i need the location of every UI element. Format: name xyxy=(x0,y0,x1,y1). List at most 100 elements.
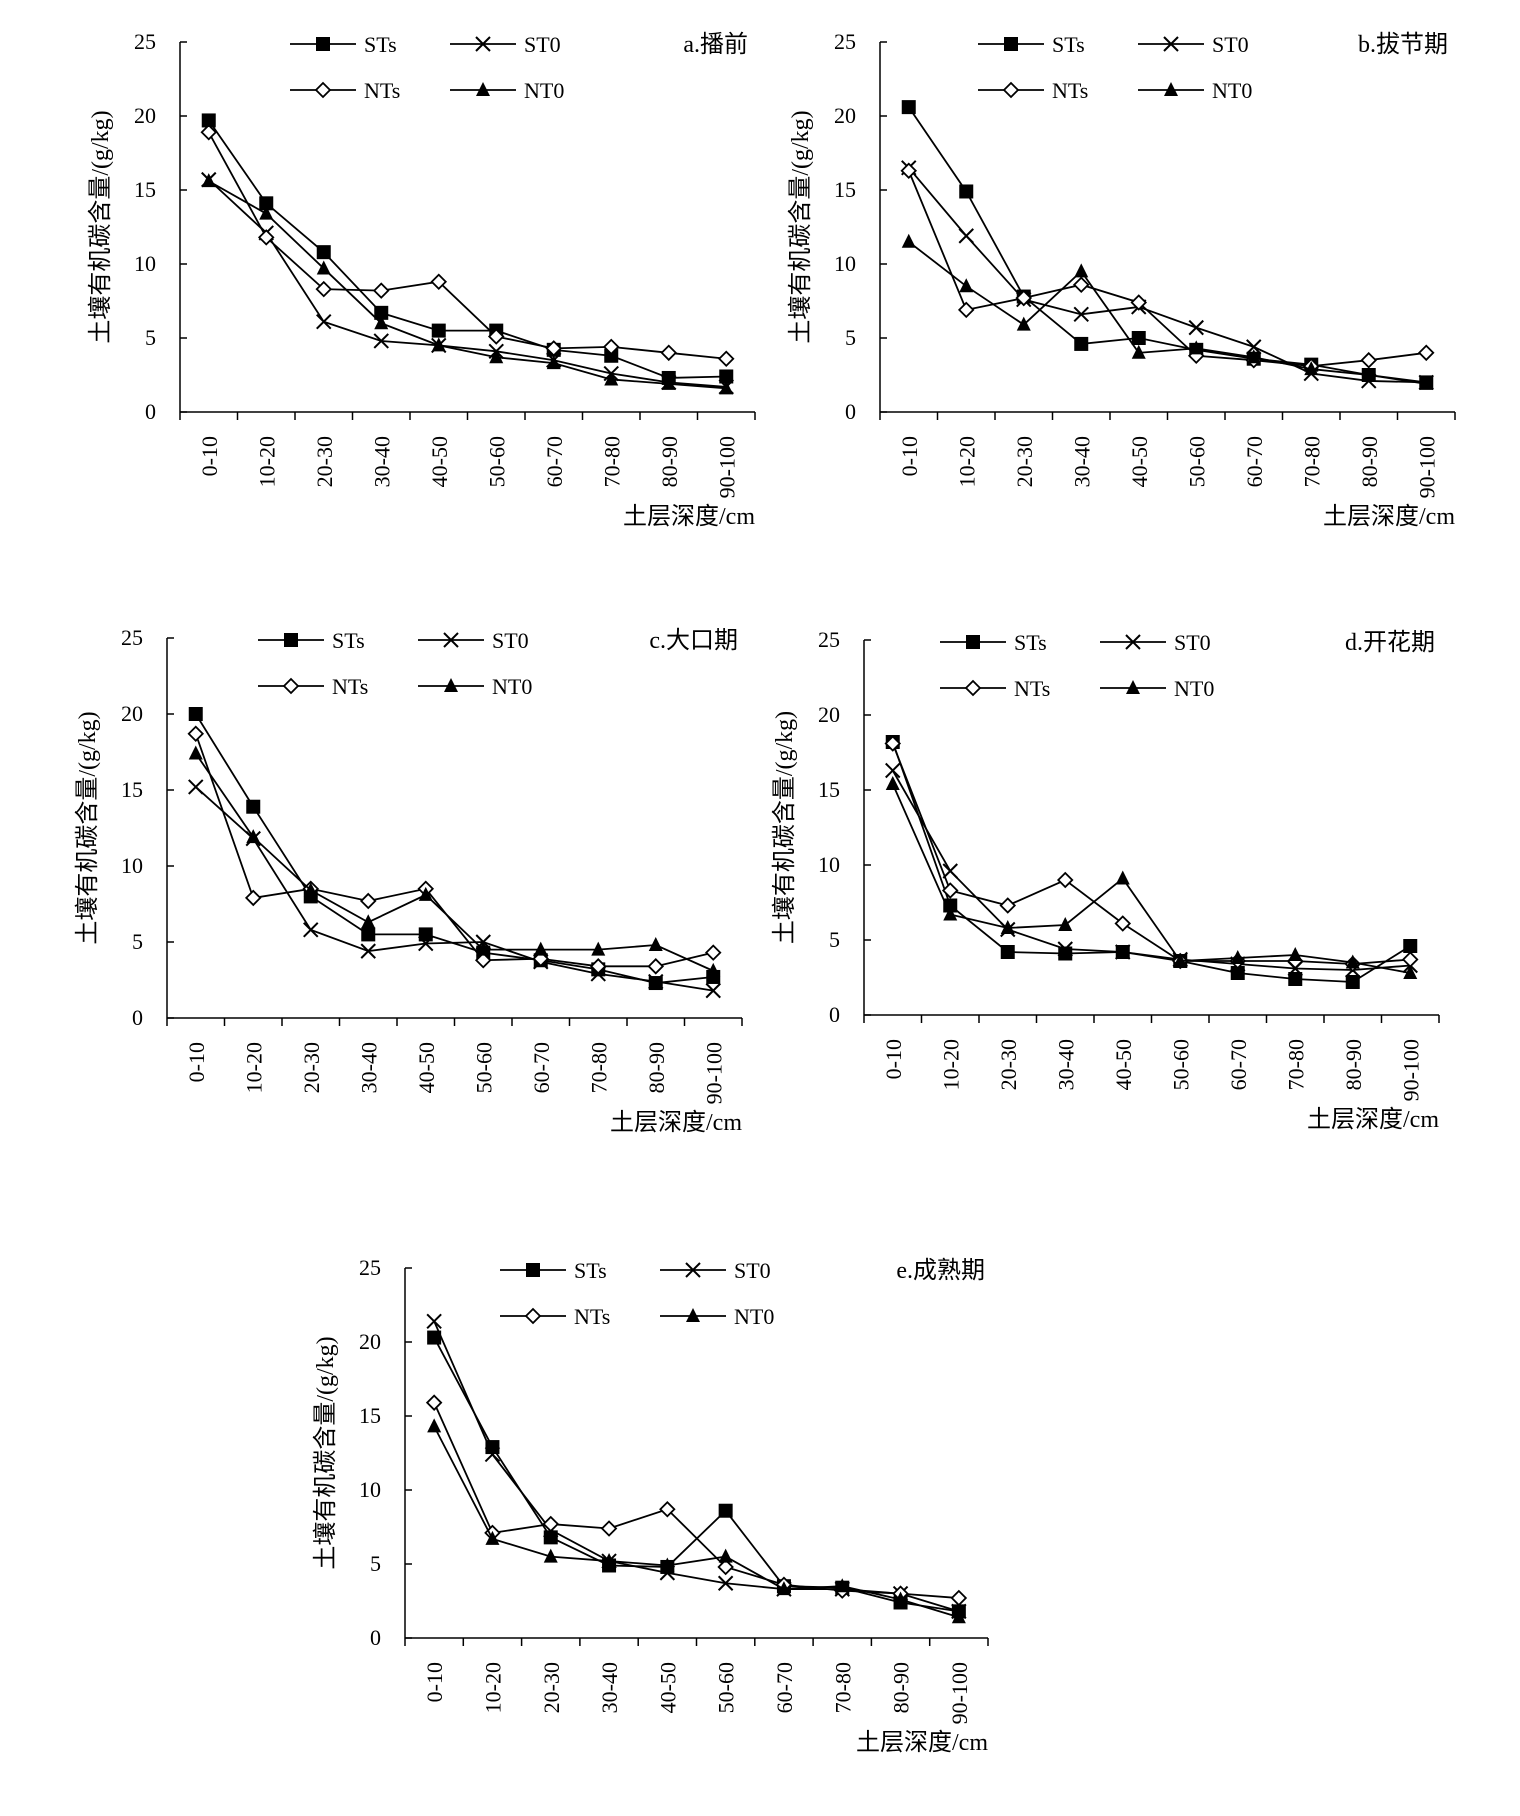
data-point-NT0-marker xyxy=(1288,947,1303,961)
data-point-NT0-marker xyxy=(1058,917,1073,931)
legend-item-NT0: NT0 xyxy=(450,78,564,103)
data-point-STs-marker xyxy=(1288,972,1303,986)
series-NT0 xyxy=(188,745,721,977)
x-axis-title: 土层深度/cm xyxy=(1323,503,1455,530)
data-point-STs-marker xyxy=(719,369,734,384)
data-point-NTs-marker xyxy=(1114,915,1132,932)
x-tick-label: 20-30 xyxy=(312,436,337,487)
data-point-ST0-marker xyxy=(373,333,389,349)
series-line-ST0 xyxy=(891,770,1411,971)
series-NTs xyxy=(200,124,735,367)
x-tick-label: 90-100 xyxy=(714,436,739,498)
data-point-ST0-marker xyxy=(1057,941,1073,957)
data-point-NT0-marker xyxy=(259,205,274,220)
x-tick-label: 80-90 xyxy=(1341,1039,1366,1090)
legend-item-NTs: NTs xyxy=(978,78,1088,103)
y-tick-label: 15 xyxy=(121,777,143,802)
data-point-NTs-marker xyxy=(200,124,218,141)
x-tick-label: 20-30 xyxy=(1012,436,1037,487)
data-point-NT0-marker xyxy=(1173,953,1188,967)
y-tick-label: 15 xyxy=(359,1403,381,1428)
data-point-NTs-marker xyxy=(589,958,607,975)
data-point-NTs-marker xyxy=(957,301,975,319)
data-point-NT0-marker xyxy=(1016,316,1031,331)
data-point-NTs-marker xyxy=(430,273,448,291)
data-point-ST0-marker xyxy=(360,943,376,959)
x-tick-label: 70-80 xyxy=(599,436,624,487)
series-NT0 xyxy=(901,233,1434,390)
series-ST0 xyxy=(885,762,1418,978)
series-STs xyxy=(901,100,1434,390)
data-point-NTs-marker xyxy=(602,338,620,356)
data-point-ST0-marker xyxy=(958,228,974,244)
legend-STs-marker xyxy=(1004,37,1018,51)
x-tick-label: 30-40 xyxy=(1069,436,1094,487)
data-point-NT0-marker xyxy=(943,906,958,921)
series-ST0 xyxy=(426,1313,967,1620)
data-point-STs-marker xyxy=(246,799,261,814)
data-point-NTs-marker xyxy=(659,1500,676,1518)
data-point-NT0-marker xyxy=(718,1548,733,1563)
legend-item-NT0: NT0 xyxy=(1138,78,1252,103)
legend-item-STs: STs xyxy=(258,628,365,653)
data-point-ST0-marker xyxy=(303,922,319,938)
legend-NT0-marker xyxy=(686,1308,700,1322)
series-STs xyxy=(201,113,734,385)
legend-NT0-marker xyxy=(476,82,490,96)
series-line-NT0 xyxy=(208,180,727,390)
y-tick-label: 25 xyxy=(834,29,856,54)
data-point-STs-marker xyxy=(1230,966,1245,980)
legend-item-ST0: ST0 xyxy=(1100,630,1211,655)
data-point-STs-marker xyxy=(718,1503,733,1518)
y-tick-label: 5 xyxy=(370,1551,381,1576)
series-ST0 xyxy=(201,171,734,395)
legend-item-NTs: NTs xyxy=(290,78,400,103)
legend-item-ST0: ST0 xyxy=(450,32,561,57)
x-tick-label: 0-10 xyxy=(897,436,922,476)
data-point-STs-marker xyxy=(374,305,389,320)
x-tick-label: 20-30 xyxy=(996,1039,1021,1090)
data-point-ST0-marker xyxy=(1073,306,1089,323)
x-tick-label: 60-70 xyxy=(1226,1039,1251,1090)
y-tick-label: 10 xyxy=(818,852,840,877)
y-tick-label: 20 xyxy=(359,1329,381,1354)
data-point-NT0-marker xyxy=(427,1418,442,1433)
series-NTs xyxy=(884,735,1419,973)
data-point-STs-marker xyxy=(648,976,663,991)
data-point-NT0-marker xyxy=(1246,349,1261,364)
chart-panel-e: 0 5 10 15 20 25 0-10 10-20 20-30 30-40 40-50 50-60 6… xyxy=(312,1255,989,1756)
legend-NT0-marker xyxy=(1126,680,1140,694)
data-point-NT0-marker xyxy=(1074,263,1089,278)
data-point-NTs-marker xyxy=(1072,276,1090,293)
series-line-NTs xyxy=(891,743,1411,965)
legend-item-NTs: NTs xyxy=(258,674,368,699)
data-point-NTs-marker xyxy=(187,725,205,743)
legend-label: STs xyxy=(332,628,365,653)
x-tick-label: 90-100 xyxy=(1414,436,1439,498)
data-point-NT0-marker xyxy=(1131,344,1146,359)
data-point-NT0-marker xyxy=(188,745,203,760)
data-point-NT0-marker xyxy=(316,260,331,275)
x-tick-label: 40-50 xyxy=(1127,436,1152,487)
data-point-NT0-marker xyxy=(959,278,974,293)
legend-label: NTs xyxy=(364,78,400,103)
series-NT0 xyxy=(427,1418,966,1624)
y-tick-label: 10 xyxy=(359,1477,381,1502)
legend-NTs-marker xyxy=(524,1307,542,1325)
legend-item-STs: STs xyxy=(500,1258,607,1283)
legend-item-STs: STs xyxy=(978,32,1085,57)
x-tick-label: 70-80 xyxy=(1299,436,1324,487)
data-point-NTs-marker xyxy=(1401,951,1419,968)
x-tick-label: 60-70 xyxy=(529,1042,554,1093)
y-tick-label: 10 xyxy=(121,853,143,878)
data-point-NTs-marker xyxy=(425,1394,443,1411)
legend-item-ST0: ST0 xyxy=(1138,32,1249,57)
x-tick-label: 60-70 xyxy=(542,436,567,487)
data-point-STs-marker xyxy=(427,1330,442,1345)
data-point-STs-marker xyxy=(201,113,216,128)
series-line-STs xyxy=(433,1337,959,1613)
y-tick-label: 20 xyxy=(121,701,143,726)
data-point-NT0-marker xyxy=(602,1553,617,1568)
x-tick-label: 50-60 xyxy=(484,436,509,487)
x-tick-label: 20-30 xyxy=(539,1662,564,1713)
